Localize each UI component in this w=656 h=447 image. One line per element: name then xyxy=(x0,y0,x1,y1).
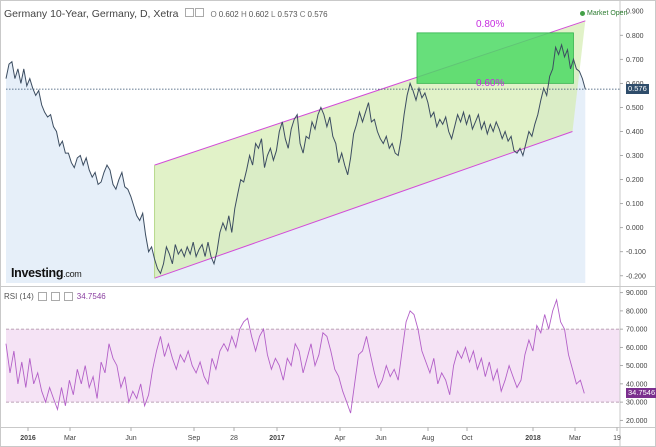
rsi-label[interactable]: RSI (14) xyxy=(4,292,34,301)
current-price-badge: 0.576 xyxy=(626,84,649,95)
ohlc-readout: O 0.602 H 0.602 L 0.573 C 0.576 xyxy=(211,10,328,19)
logo-suffix: .com xyxy=(63,269,82,279)
rsi-value: 34.7546 xyxy=(76,292,106,301)
logo-main: Investing xyxy=(11,266,64,280)
time-tick-label: 19 xyxy=(613,435,621,442)
rsi-tick-label: 30.000 xyxy=(626,400,648,407)
time-tick-label: Aug xyxy=(422,435,435,442)
rsi-band xyxy=(6,328,620,403)
price-tick-label: 0.000 xyxy=(626,225,644,232)
open-label: O xyxy=(210,9,217,19)
price-tick-label: 0.500 xyxy=(626,105,644,112)
box-percent-label: 0.80% xyxy=(476,19,505,30)
time-tick-label: 2016 xyxy=(20,435,36,442)
rsi-tick-label: 40.000 xyxy=(626,381,648,388)
box-percent-label-mid: 0.60% xyxy=(476,78,505,89)
rsi-tick-label: 50.000 xyxy=(626,363,648,370)
rsi-tick-label: 80.000 xyxy=(626,308,648,315)
time-tick-label: Jun xyxy=(375,435,386,442)
close-label: C xyxy=(299,9,306,19)
price-tick-label: 0.700 xyxy=(626,57,644,64)
price-tick-label: 0.300 xyxy=(626,153,644,160)
market-status-text: Market Open xyxy=(587,10,628,17)
high-label: H xyxy=(241,9,247,19)
settings-icon[interactable] xyxy=(194,8,204,17)
time-tick-label: Mar xyxy=(64,435,77,442)
investing-logo: Investing.com xyxy=(11,266,82,280)
time-tick-label: Oct xyxy=(462,435,473,442)
price-series-path xyxy=(5,43,586,275)
price-tick-label: 0.400 xyxy=(626,129,644,136)
time-tick-label: 2018 xyxy=(525,435,541,442)
rsi-series-path xyxy=(5,298,585,414)
rsi-tick-label: 70.000 xyxy=(626,327,648,334)
price-tick-label: -0.200 xyxy=(626,273,646,280)
rsi-band-fill xyxy=(6,329,620,403)
rsi-line xyxy=(5,298,585,414)
time-tick-label: Apr xyxy=(335,435,347,442)
time-tick-label: 28 xyxy=(230,435,238,442)
rsi-value-badge: 34.7546 xyxy=(626,388,656,399)
rsi-tick-label: 90.000 xyxy=(626,290,648,297)
market-open-icon xyxy=(580,11,585,16)
rsi-tick-label: 20.000 xyxy=(626,418,648,425)
price-tick-label: 0.200 xyxy=(626,177,644,184)
hide-icon[interactable] xyxy=(184,8,194,17)
channel-lower-line xyxy=(154,131,573,279)
low-value: 0.573 xyxy=(277,9,298,19)
rsi-hide-icon[interactable] xyxy=(37,292,47,301)
time-tick-label: 2017 xyxy=(269,435,285,442)
rsi-settings-icon[interactable] xyxy=(50,292,60,301)
high-value: 0.602 xyxy=(248,9,269,19)
price-tick-label: 0.100 xyxy=(626,201,644,208)
channel-fill xyxy=(154,20,586,279)
chart-title[interactable]: Germany 10-Year, Germany, D, Xetra xyxy=(4,8,179,20)
low-label: L xyxy=(271,9,276,19)
open-value: 0.602 xyxy=(218,9,239,19)
rsi-tick-label: 60.000 xyxy=(626,345,648,352)
time-axis[interactable]: 2016 Mar Jun Sep 28 2017 Apr Jun Aug Oct 2018 Mar 19 xyxy=(20,427,621,443)
rsi-close-icon[interactable] xyxy=(63,292,73,301)
price-tick-label: 0.800 xyxy=(626,33,644,40)
price-tick-label: 0.900 xyxy=(626,9,644,16)
chart-header: Germany 10-Year, Germany, D, Xetra O 0.60… xyxy=(4,6,328,22)
price-tick-label: -0.100 xyxy=(626,249,646,256)
rsi-header: RSI (14) 34.7546 xyxy=(4,292,106,301)
price-line xyxy=(5,43,586,275)
rsi-axis[interactable]: 90.000 80.000 70.000 60.000 50.000 40.000 30.0… xyxy=(620,290,648,425)
time-tick-label: Sep xyxy=(188,435,201,442)
header-toggle-icons[interactable] xyxy=(184,8,205,20)
time-tick-label: Mar xyxy=(569,435,582,442)
close-value: 0.576 xyxy=(307,9,328,19)
market-status: Market Open xyxy=(580,10,627,17)
time-tick-label: Jun xyxy=(125,435,136,442)
